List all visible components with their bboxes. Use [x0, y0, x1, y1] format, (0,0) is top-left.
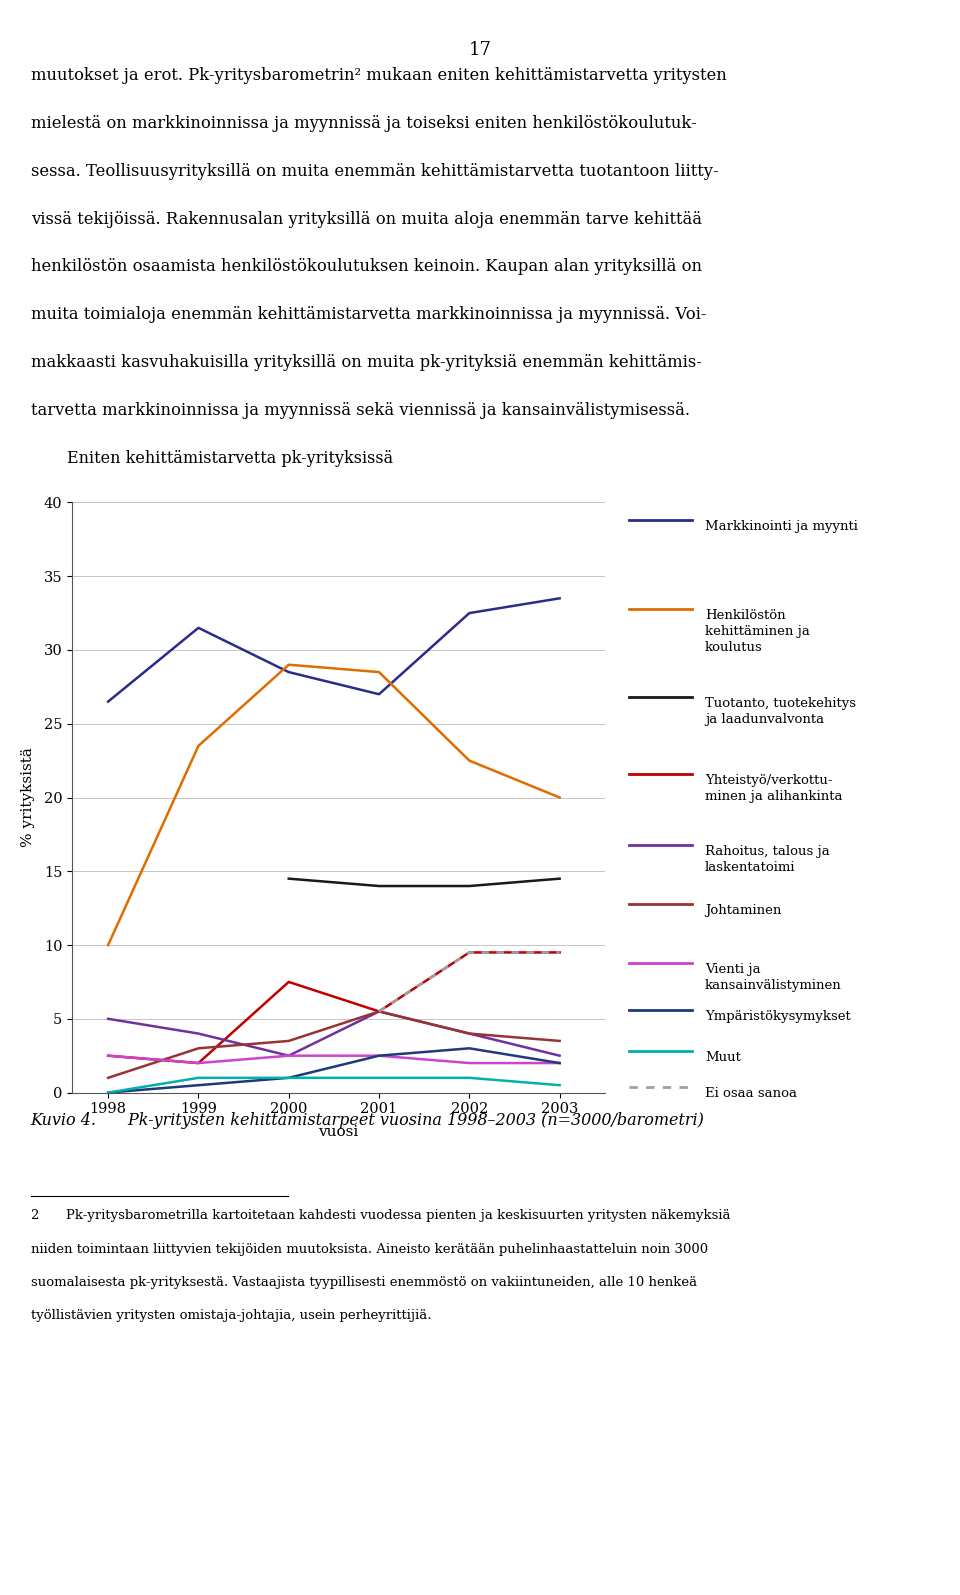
- Text: Henkilöstön
kehittäminen ja
koulutus: Henkilöstön kehittäminen ja koulutus: [705, 609, 809, 654]
- Text: Rahoitus, talous ja
laskentatoimi: Rahoitus, talous ja laskentatoimi: [705, 845, 829, 874]
- Text: sessa. Teollisuusyrityksillä on muita enemmän kehittämistarvetta tuotantoon liit: sessa. Teollisuusyrityksillä on muita en…: [31, 163, 718, 180]
- Text: muita toimialoja enemmän kehittämistarvetta markkinoinnissa ja myynnissä. Voi-: muita toimialoja enemmän kehittämistarve…: [31, 306, 707, 324]
- Text: Kuvio 4.  Pk-yritysten kehittämistarpeet vuosina 1998–2003 (n=3000/barometri): Kuvio 4. Pk-yritysten kehittämistarpeet …: [31, 1112, 705, 1129]
- Text: työllistävien yritysten omistaja-johtajia, usein perheyrittijiä.: työllistävien yritysten omistaja-johtaji…: [31, 1309, 431, 1322]
- Text: henkilöstön osaamista henkilöstökoulutuksen keinoin. Kaupan alan yrityksillä on: henkilöstön osaamista henkilöstökoulutuk…: [31, 258, 702, 276]
- Text: Vienti ja
kansainvälistyminen: Vienti ja kansainvälistyminen: [705, 963, 842, 992]
- Text: Ei osaa sanoa: Ei osaa sanoa: [705, 1086, 797, 1099]
- Text: makkaasti kasvuhakuisilla yrityksillä on muita pk-yrityksiä enemmän kehittämis-: makkaasti kasvuhakuisilla yrityksillä on…: [31, 354, 702, 372]
- Text: Johtaminen: Johtaminen: [705, 904, 781, 917]
- Text: Eniten kehittämistarvetta pk-yrityksissä: Eniten kehittämistarvetta pk-yrityksissä: [67, 450, 394, 467]
- Text: Markkinointi ja myynti: Markkinointi ja myynti: [705, 520, 857, 533]
- Text: suomalaisesta pk-yrityksestä. Vastaajista tyypillisesti enemmöstö on vakiintunei: suomalaisesta pk-yrityksestä. Vastaajist…: [31, 1276, 697, 1289]
- Text: Muut: Muut: [705, 1051, 741, 1064]
- Text: 2  Pk-yritysbarometrilla kartoitetaan kahdesti vuodessa pienten ja keskisuurten : 2 Pk-yritysbarometrilla kartoitetaan kah…: [31, 1209, 731, 1222]
- Y-axis label: % yrityksistä: % yrityksistä: [21, 748, 36, 847]
- Text: niiden toimintaan liittyvien tekijöiden muutoksista. Aineisto kerätään puhelinha: niiden toimintaan liittyvien tekijöiden …: [31, 1243, 708, 1255]
- Text: vissä tekijöissä. Rakennusalan yrityksillä on muita aloja enemmän tarve kehittää: vissä tekijöissä. Rakennusalan yrityksil…: [31, 211, 702, 228]
- Text: Tuotanto, tuotekehitys
ja laadunvalvonta: Tuotanto, tuotekehitys ja laadunvalvonta: [705, 697, 855, 726]
- Text: muutokset ja erot. Pk-yritysbarometrin² mukaan eniten kehittämistarvetta yrityst: muutokset ja erot. Pk-yritysbarometrin² …: [31, 67, 727, 85]
- Text: Ympäristökysymykset: Ympäristökysymykset: [705, 1010, 851, 1022]
- X-axis label: vuosi: vuosi: [319, 1124, 358, 1139]
- Text: 17: 17: [468, 41, 492, 59]
- Text: Yhteistyö/verkottu-
minen ja alihankinta: Yhteistyö/verkottu- minen ja alihankinta: [705, 774, 842, 802]
- Text: tarvetta markkinoinnissa ja myynnissä sekä viennissä ja kansainvälistymisessä.: tarvetta markkinoinnissa ja myynnissä se…: [31, 402, 689, 419]
- Text: mielestä on markkinoinnissa ja myynnissä ja toiseksi eniten henkilöstökoulutuk-: mielestä on markkinoinnissa ja myynnissä…: [31, 115, 696, 132]
